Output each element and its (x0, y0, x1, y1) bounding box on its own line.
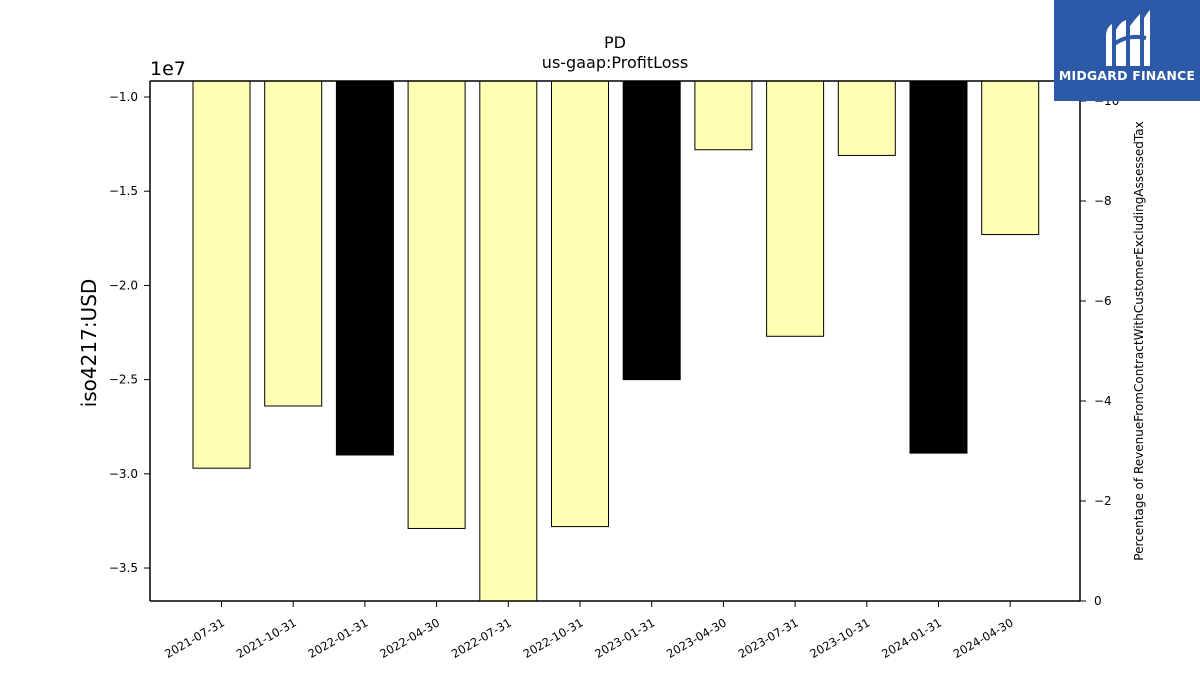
x-tick-label: 2021-07-31 (162, 615, 227, 661)
chart-subtitle: us-gaap:ProfitLoss (542, 53, 688, 72)
logo-mark-icon (1106, 10, 1150, 66)
y2-tick-label: −4 (1094, 394, 1112, 408)
bar (622, 80, 681, 381)
x-tick-label: 2022-01-31 (306, 615, 371, 661)
y-tick-label: −1.0 (109, 90, 138, 104)
x-tick-label: 2021-10-31 (234, 615, 299, 661)
x-tick-label: 2022-07-31 (449, 615, 514, 661)
x-tick-label: 2023-01-31 (592, 615, 657, 661)
bar (766, 80, 825, 337)
logo-text: MIDGARD FINANCE (1058, 68, 1196, 83)
y-tick-label: −3.5 (109, 561, 138, 575)
bar (335, 80, 394, 456)
bar (909, 80, 968, 454)
x-tick-label: 2024-04-30 (951, 615, 1016, 661)
x-tick-label: 2023-04-30 (664, 615, 729, 661)
x-tick-label: 2022-04-30 (377, 615, 442, 661)
midgard-finance-logo: MIDGARD FINANCE (1054, 0, 1200, 101)
x-tick-label: 2023-10-31 (807, 615, 872, 661)
bar (694, 80, 753, 151)
x-tick-label: 2023-07-31 (736, 615, 801, 661)
y-axis-label: iso4217:USD (77, 279, 101, 408)
y-tick-label: −2.0 (109, 278, 138, 292)
bar (264, 80, 323, 407)
y2-tick-label: −6 (1094, 294, 1112, 308)
y-tick-label: −3.0 (109, 467, 138, 481)
bar (407, 80, 466, 529)
x-tick-label: 2022-10-31 (521, 615, 586, 661)
x-tick-label: 2024-01-31 (879, 615, 944, 661)
y-tick-label: −1.5 (109, 184, 138, 198)
y-tick-label: −2.5 (109, 373, 138, 387)
bar (479, 80, 538, 602)
chart-title: PD (604, 33, 626, 52)
y2-tick-label: −2 (1094, 494, 1112, 508)
y2-tick-label: 0 (1094, 594, 1102, 608)
y-offset-label: 1e7 (150, 58, 186, 80)
bar (551, 80, 609, 528)
y2-axis-label: Percentage of RevenueFromContractWithCus… (1132, 121, 1146, 560)
y2-tick-label: −8 (1094, 194, 1112, 208)
bar (837, 80, 896, 156)
bar (981, 80, 1040, 236)
bar (192, 80, 251, 469)
